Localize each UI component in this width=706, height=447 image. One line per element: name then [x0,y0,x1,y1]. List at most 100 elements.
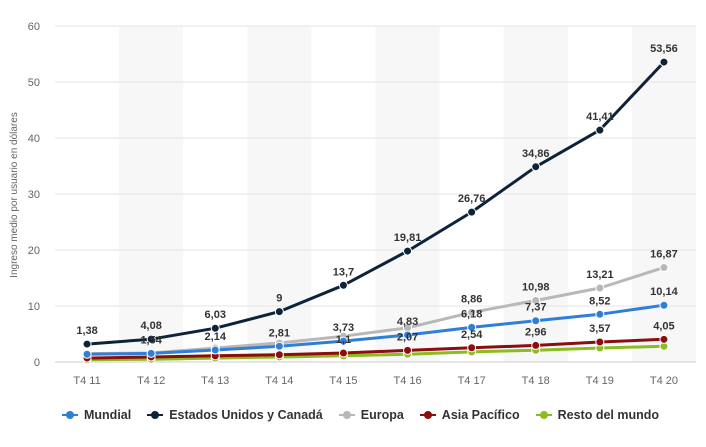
data-label: 53,56 [650,43,678,55]
x-tick-label: T4 15 [329,375,357,387]
data-point [659,334,669,344]
data-label: 10,98 [522,282,550,294]
x-tick-label: T4 19 [586,375,614,387]
data-label: 7,37 [525,302,546,314]
data-point [274,341,284,351]
y-tick-label: 20 [28,245,40,257]
y-tick-label: 50 [28,77,40,89]
data-point [82,349,92,359]
data-point [531,340,541,350]
data-point [467,343,477,353]
data-label: 3,57 [589,323,610,335]
legend-swatch [147,409,164,421]
data-label: 34,86 [522,148,550,160]
y-tick-label: 30 [28,189,40,201]
series-line [85,344,666,362]
data-point [338,348,348,358]
x-tick-label: T4 12 [137,375,165,387]
data-label: 41,41 [586,111,614,123]
legend-swatch [419,409,436,421]
data-point [531,296,541,306]
data-point [146,334,156,344]
data-point [659,263,669,273]
data-point [274,307,284,317]
data-label: 16,87 [650,249,678,261]
y-tick-label: 0 [34,357,40,369]
legend-label: Mundial [84,408,132,422]
data-label: 19,81 [394,232,422,244]
data-label: 1,38 [76,325,97,337]
x-tick-label: T4 18 [522,375,550,387]
data-label: 4,83 [397,316,418,328]
y-tick-label: 60 [28,21,40,33]
data-point [274,350,284,360]
y-axis-title: Ingreso medio por usuario en dólares [9,112,20,278]
legend-item[interactable]: Mundial [62,408,131,422]
series-line [85,60,666,346]
data-label: 8,86 [461,293,482,305]
legend-item[interactable]: Estados Unidos y Canadá [147,408,323,422]
legend: Mundial Estados Unidos y Canadá Europa Asia… [62,408,659,422]
data-label: 4,08 [140,320,161,332]
x-tick-label: T4 14 [265,375,293,387]
series-points [82,57,669,365]
data-point [82,339,92,349]
legend-swatch [535,409,552,421]
data-label: 8,52 [589,295,610,307]
series-lines [85,60,666,362]
data-label: 6,18 [461,308,482,320]
legend-item[interactable]: Europa [338,408,404,422]
data-point [403,345,413,355]
data-label: 2,96 [525,326,546,338]
data-point [595,337,605,347]
data-point [210,345,220,355]
series-line [85,303,666,356]
data-label: 2,81 [269,327,290,339]
series-line [85,337,666,360]
data-point [659,57,669,67]
data-label: 6,03 [205,309,226,321]
data-label: 10,14 [650,286,678,298]
data-label: 1,54 [140,334,162,346]
data-point [146,348,156,358]
data-label: 13,21 [586,269,614,281]
data-point [403,246,413,256]
data-label: 2,14 [205,331,227,343]
data-labels: 1,54 2,14 2,81 3,73 4,83 6,18 7,37 8,52 10,14 1,3… [76,43,678,346]
data-point [467,207,477,217]
legend-swatch [338,409,355,421]
data-label: 4,05 [653,320,674,332]
data-point [595,309,605,319]
data-point [467,322,477,332]
data-point [595,125,605,135]
data-point [338,280,348,290]
data-point [210,323,220,333]
gridlines [55,25,696,363]
x-tick-label: T4 13 [201,375,229,387]
data-point [467,307,477,317]
x-tick-label: T4 11 [73,375,100,387]
x-tick-label: T4 20 [650,375,678,387]
y-tick-label: 40 [28,133,40,145]
legend-item[interactable]: Asia Pacífico [419,408,520,422]
data-label: 3,73 [333,322,354,334]
data-point [659,300,669,310]
legend-label: Resto del mundo [557,408,660,422]
data-point [403,330,413,340]
data-label: 2,54 [461,329,483,341]
legend-item[interactable]: Resto del mundo [535,408,660,422]
legend-swatch [62,409,78,421]
data-label: 9 [276,293,282,305]
y-axis-ticks: 0 10 20 30 40 50 60 [28,21,40,369]
data-label: 1,1 [336,334,351,346]
data-label: 26,76 [458,193,486,205]
data-label: 2,07 [397,331,418,343]
data-point [338,336,348,346]
legend-label: Europa [360,408,404,422]
data-point [531,316,541,326]
x-tick-label: T4 17 [458,375,486,387]
x-axis-ticks: T4 11 T4 12 T4 13 T4 14 T4 15 T4 16 T4 17 T4 18… [73,375,678,387]
x-tick-label: T4 16 [393,375,421,387]
data-point [531,162,541,172]
